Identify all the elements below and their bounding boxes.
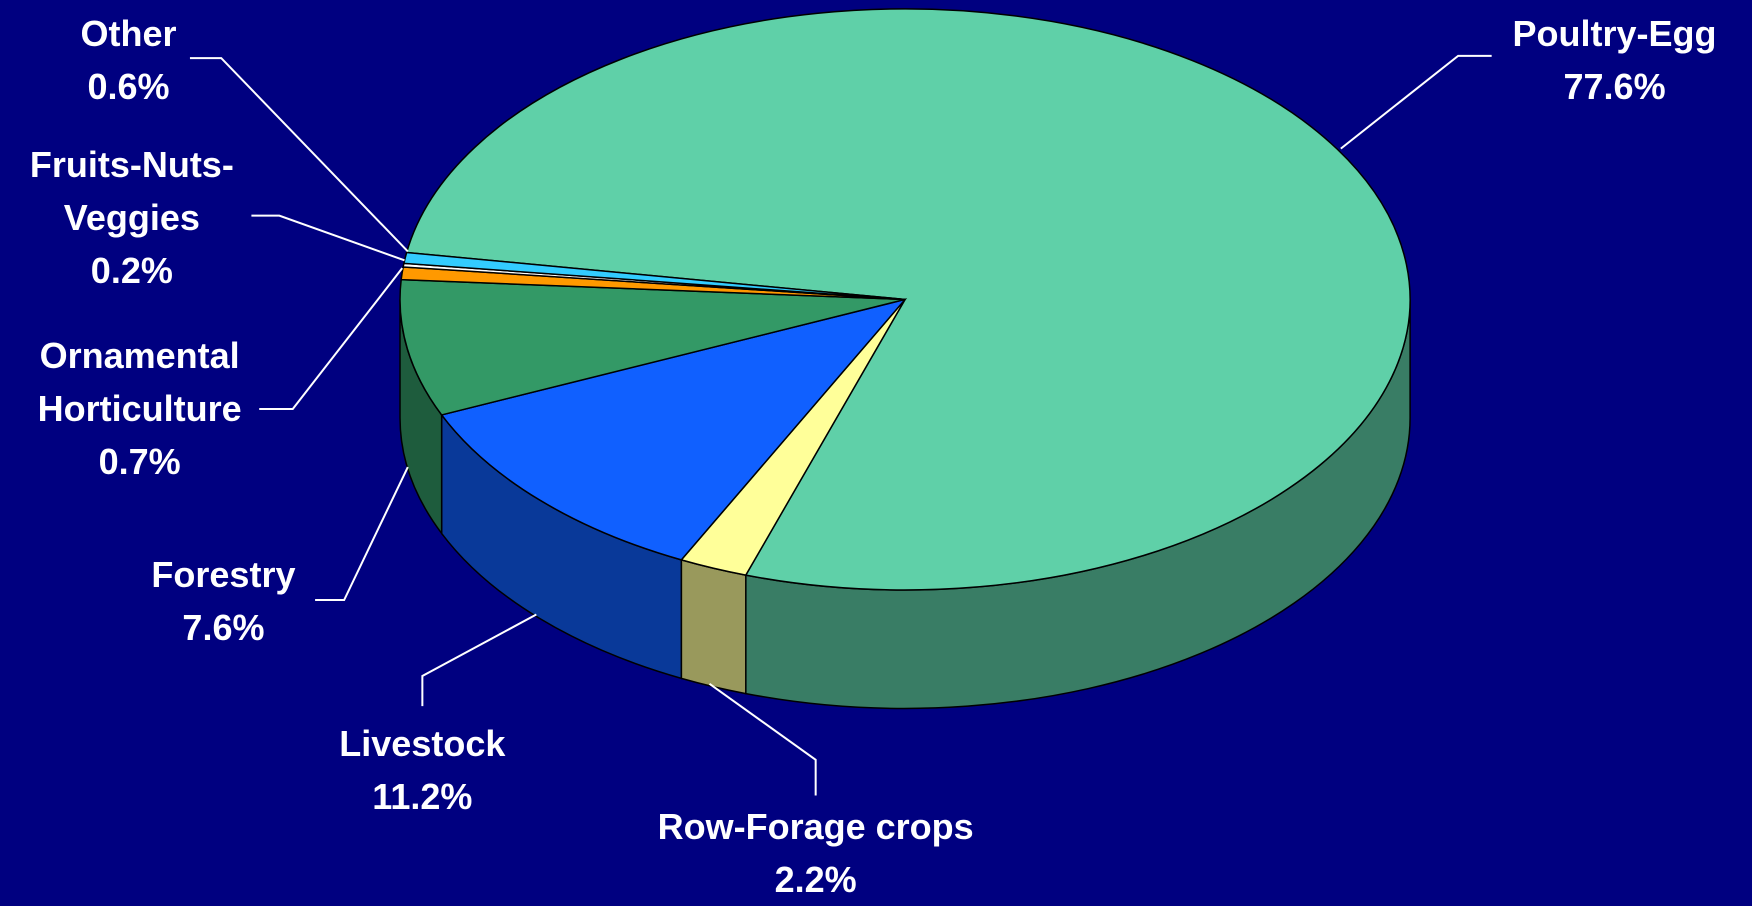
leader-line bbox=[708, 683, 817, 796]
value-label: 0.2% bbox=[90, 249, 173, 291]
leader-line bbox=[189, 57, 409, 253]
value-label: 0.7% bbox=[98, 440, 181, 482]
data-label: Livestock 11.2% bbox=[288, 717, 556, 823]
category-label: Fruits-Nuts-Veggies bbox=[29, 143, 234, 238]
pie-side-shade bbox=[745, 299, 1411, 709]
value-label: 11.2% bbox=[372, 775, 473, 817]
leader-line bbox=[1340, 54, 1492, 150]
category-label: Ornamental Horticulture bbox=[37, 334, 242, 429]
leader-line bbox=[251, 214, 405, 262]
pie-slice bbox=[399, 278, 906, 416]
category-label: Forestry bbox=[151, 553, 296, 595]
leader-line bbox=[259, 267, 404, 410]
pie-side-shade bbox=[400, 299, 442, 534]
pie-slice bbox=[440, 298, 908, 561]
pie-slice bbox=[405, 8, 1411, 591]
pie-slice bbox=[403, 251, 906, 301]
value-label: 77.6% bbox=[1563, 66, 1666, 108]
leader-line bbox=[421, 613, 537, 707]
category-label: Poultry-Egg bbox=[1512, 13, 1717, 55]
data-label: Row-Forage crops 2.2% bbox=[581, 800, 1050, 906]
data-label: Other 0.6% bbox=[39, 7, 218, 113]
data-label: Ornamental Horticulture 0.7% bbox=[0, 329, 279, 488]
value-label: 7.6% bbox=[182, 606, 265, 648]
category-label: Other bbox=[80, 13, 177, 55]
pie-side-shade bbox=[441, 414, 682, 679]
data-label: Forestry 7.6% bbox=[89, 548, 357, 654]
pie-side-shade bbox=[681, 559, 746, 694]
category-label: Row-Forage crops bbox=[657, 806, 974, 848]
leader-line bbox=[315, 466, 409, 602]
value-label: 2.2% bbox=[774, 859, 857, 901]
category-label: Livestock bbox=[339, 722, 506, 764]
value-label: 0.6% bbox=[87, 66, 170, 108]
data-label: Fruits-Nuts-Veggies 0.2% bbox=[3, 138, 260, 297]
data-label: Poultry-Egg 77.6% bbox=[1413, 7, 1752, 113]
